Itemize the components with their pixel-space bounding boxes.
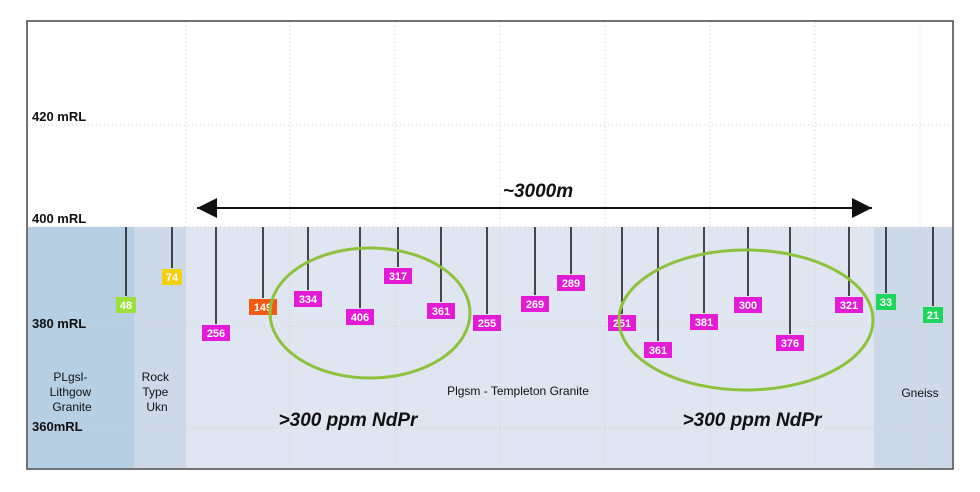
ndpr-value-label: 334	[299, 294, 318, 306]
highlight-label-left: >300 ppm NdPr	[279, 410, 419, 431]
ndpr-value-badge	[294, 291, 322, 307]
level-label-360: 360mRL	[32, 419, 83, 434]
templeton-granite-label: Plgsm - Templeton Granite	[447, 384, 589, 398]
ndpr-value-label: 149	[254, 302, 272, 314]
ndpr-value-label: 361	[649, 345, 667, 357]
ndpr-value-label: 269	[526, 299, 544, 311]
ndpr-value-badge	[608, 315, 636, 331]
ndpr-value-label: 381	[695, 317, 713, 329]
ndpr-value-label: 256	[207, 328, 225, 340]
ndpr-value-label: 74	[166, 272, 179, 284]
ndpr-value-badge	[734, 297, 762, 313]
ndpr-value-badge	[776, 335, 804, 351]
templeton-granite-zone	[186, 227, 874, 468]
high-ndpr-ellipse-right	[617, 248, 875, 392]
ndpr-value-badge	[384, 268, 412, 284]
ndpr-value-badge	[876, 294, 896, 310]
ndpr-value-badge	[690, 314, 718, 330]
ndpr-value-label: 289	[562, 278, 580, 290]
lithgow-granite-label: PLgsl- Lithgow Granite	[50, 370, 95, 414]
drill-holes: 48 74 256 149 334 406 317 361 255 269 289 251 361 381…	[116, 227, 943, 358]
ndpr-value-label: 300	[739, 300, 757, 312]
ndpr-value-badge	[521, 296, 549, 312]
ndpr-value-badge	[557, 275, 585, 291]
ndpr-value-badge	[116, 297, 136, 313]
ndpr-value-badge	[473, 315, 501, 331]
ndpr-value-label: 48	[120, 300, 132, 312]
ndpr-value-label: 321	[840, 300, 858, 312]
highlight-label-right: >300 ppm NdPr	[683, 410, 823, 431]
gneiss-label: Gneiss	[901, 386, 938, 400]
ndpr-value-label: 33	[880, 297, 892, 309]
ndpr-value-label: 251	[613, 318, 631, 330]
ndpr-value-badge	[202, 325, 230, 341]
high-ndpr-ellipse-left	[268, 246, 472, 380]
level-label-380: 380 mRL	[32, 316, 86, 331]
level-label-420: 420 mRL	[32, 109, 86, 124]
ndpr-value-badge	[835, 297, 863, 313]
ndpr-value-badge	[427, 303, 455, 319]
rock-type-unknown-zone	[134, 227, 186, 468]
ndpr-value-label: 21	[927, 310, 939, 322]
level-label-400: 400 mRL	[32, 211, 86, 226]
ndpr-value-badge	[644, 342, 672, 358]
ndpr-value-badge	[346, 309, 374, 325]
ndpr-value-label: 406	[351, 312, 369, 324]
ndpr-value-badge	[162, 269, 182, 285]
ndpr-value-label: 317	[389, 271, 407, 283]
ndpr-value-badge	[923, 307, 943, 323]
rock-type-unknown-label: Rock Type Ukn	[142, 370, 173, 414]
ndpr-value-label: 255	[478, 318, 496, 330]
ndpr-value-label: 361	[432, 306, 450, 318]
distance-label: ~3000m	[503, 181, 573, 202]
ndpr-value-label: 376	[781, 338, 799, 350]
